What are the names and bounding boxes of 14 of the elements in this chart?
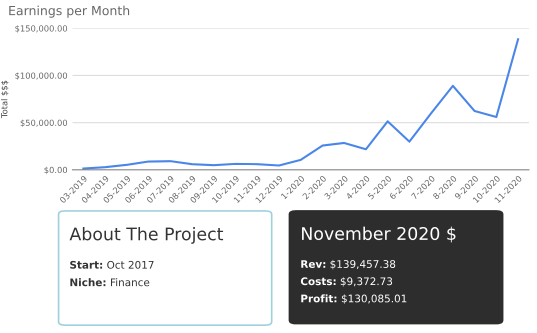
text: Rev: $139,457.38 [301, 260, 396, 270]
chart-title: Earnings per Month [9, 6, 130, 18]
line-series [82, 38, 520, 170]
text: Niche: Finance [70, 278, 150, 286]
y-tick-label: $150,000.00 [15, 25, 68, 33]
text: About The Project [70, 227, 224, 244]
y-tick-label: $100,000.00 [15, 72, 68, 80]
text: Profit: $130,085.01 [301, 294, 406, 304]
y-tick-label: $50,000.00 [20, 119, 68, 128]
text: Start: Oct 2017 [70, 260, 154, 269]
text: Costs: $9,372.73 [300, 277, 392, 287]
text: November 2020 $ [302, 226, 456, 242]
y-axis-title: Total $$$ [1, 80, 9, 118]
y-tick-label: $0.00 [44, 166, 68, 174]
